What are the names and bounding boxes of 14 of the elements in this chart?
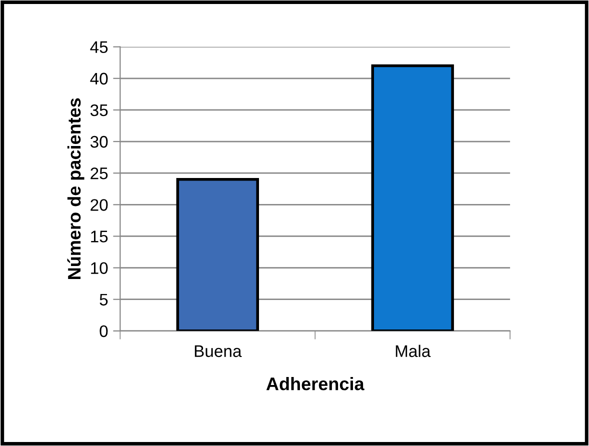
y-tick-label: 10 [91,262,108,274]
y-tick-label: 30 [90,136,108,148]
x-tick-label: Mala [396,344,431,358]
y-tick-label: 45 [90,41,108,54]
y-tick-label: 40 [90,72,108,85]
y-tick-label: 0 [100,325,108,338]
y-tick-label: 35 [90,104,108,116]
x-tick-label: Buena [194,345,242,358]
y-tick-label: 25 [90,168,108,180]
y-tick-label: 20 [90,199,108,211]
y-tick-label: 15 [91,230,108,242]
y-axis-title: Número de pacientes [67,98,84,279]
y-tick-label: 5 [100,294,108,306]
x-axis-title: Adherencia [266,377,364,390]
